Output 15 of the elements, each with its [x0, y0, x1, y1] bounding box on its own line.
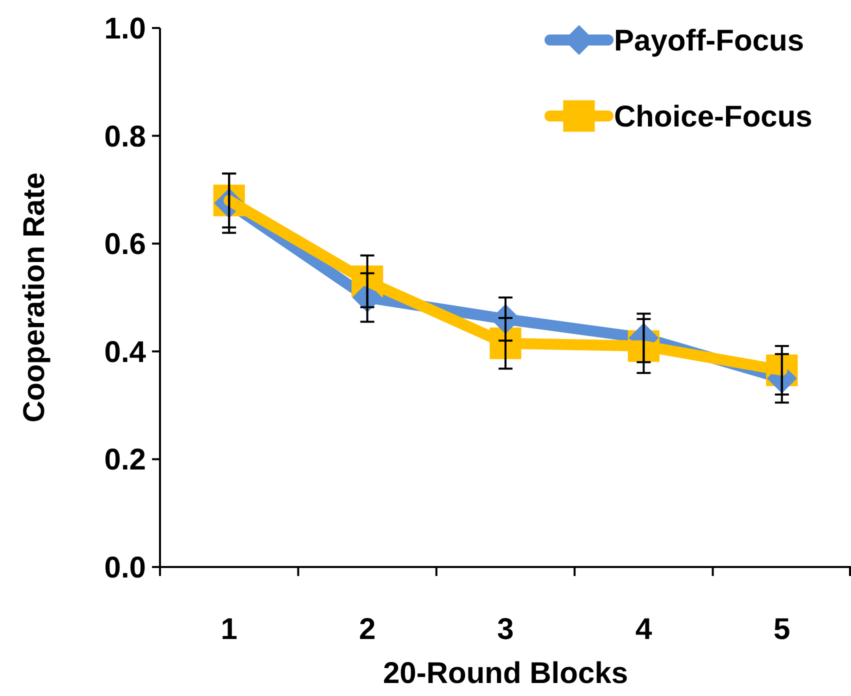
- y-tick-label: 0.0: [104, 552, 146, 584]
- x-tick-label: 3: [497, 613, 514, 646]
- y-tick-label: 0.4: [104, 336, 146, 369]
- y-tick-label: 0.2: [104, 444, 146, 477]
- x-tick-label: 2: [358, 613, 376, 646]
- y-axis-title: Cooperation Rate: [18, 172, 51, 423]
- legend-label: Payoff-Focus: [614, 24, 804, 58]
- x-tick-label: 4: [635, 613, 652, 646]
- y-tick-label: 0.8: [104, 120, 146, 154]
- y-tick-label: 0.6: [104, 228, 146, 262]
- x-tick-label: 5: [774, 613, 790, 646]
- x-axis-title: 20-Round Blocks: [382, 657, 628, 690]
- x-tick-label: 1: [220, 613, 238, 646]
- y-tick-label: 1.0: [104, 12, 146, 46]
- legend-label: Choice-Focus: [614, 100, 812, 134]
